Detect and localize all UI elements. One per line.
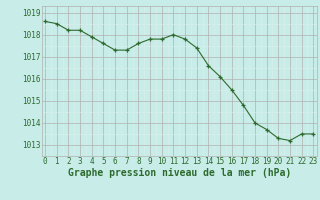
X-axis label: Graphe pression niveau de la mer (hPa): Graphe pression niveau de la mer (hPa) (68, 168, 291, 178)
